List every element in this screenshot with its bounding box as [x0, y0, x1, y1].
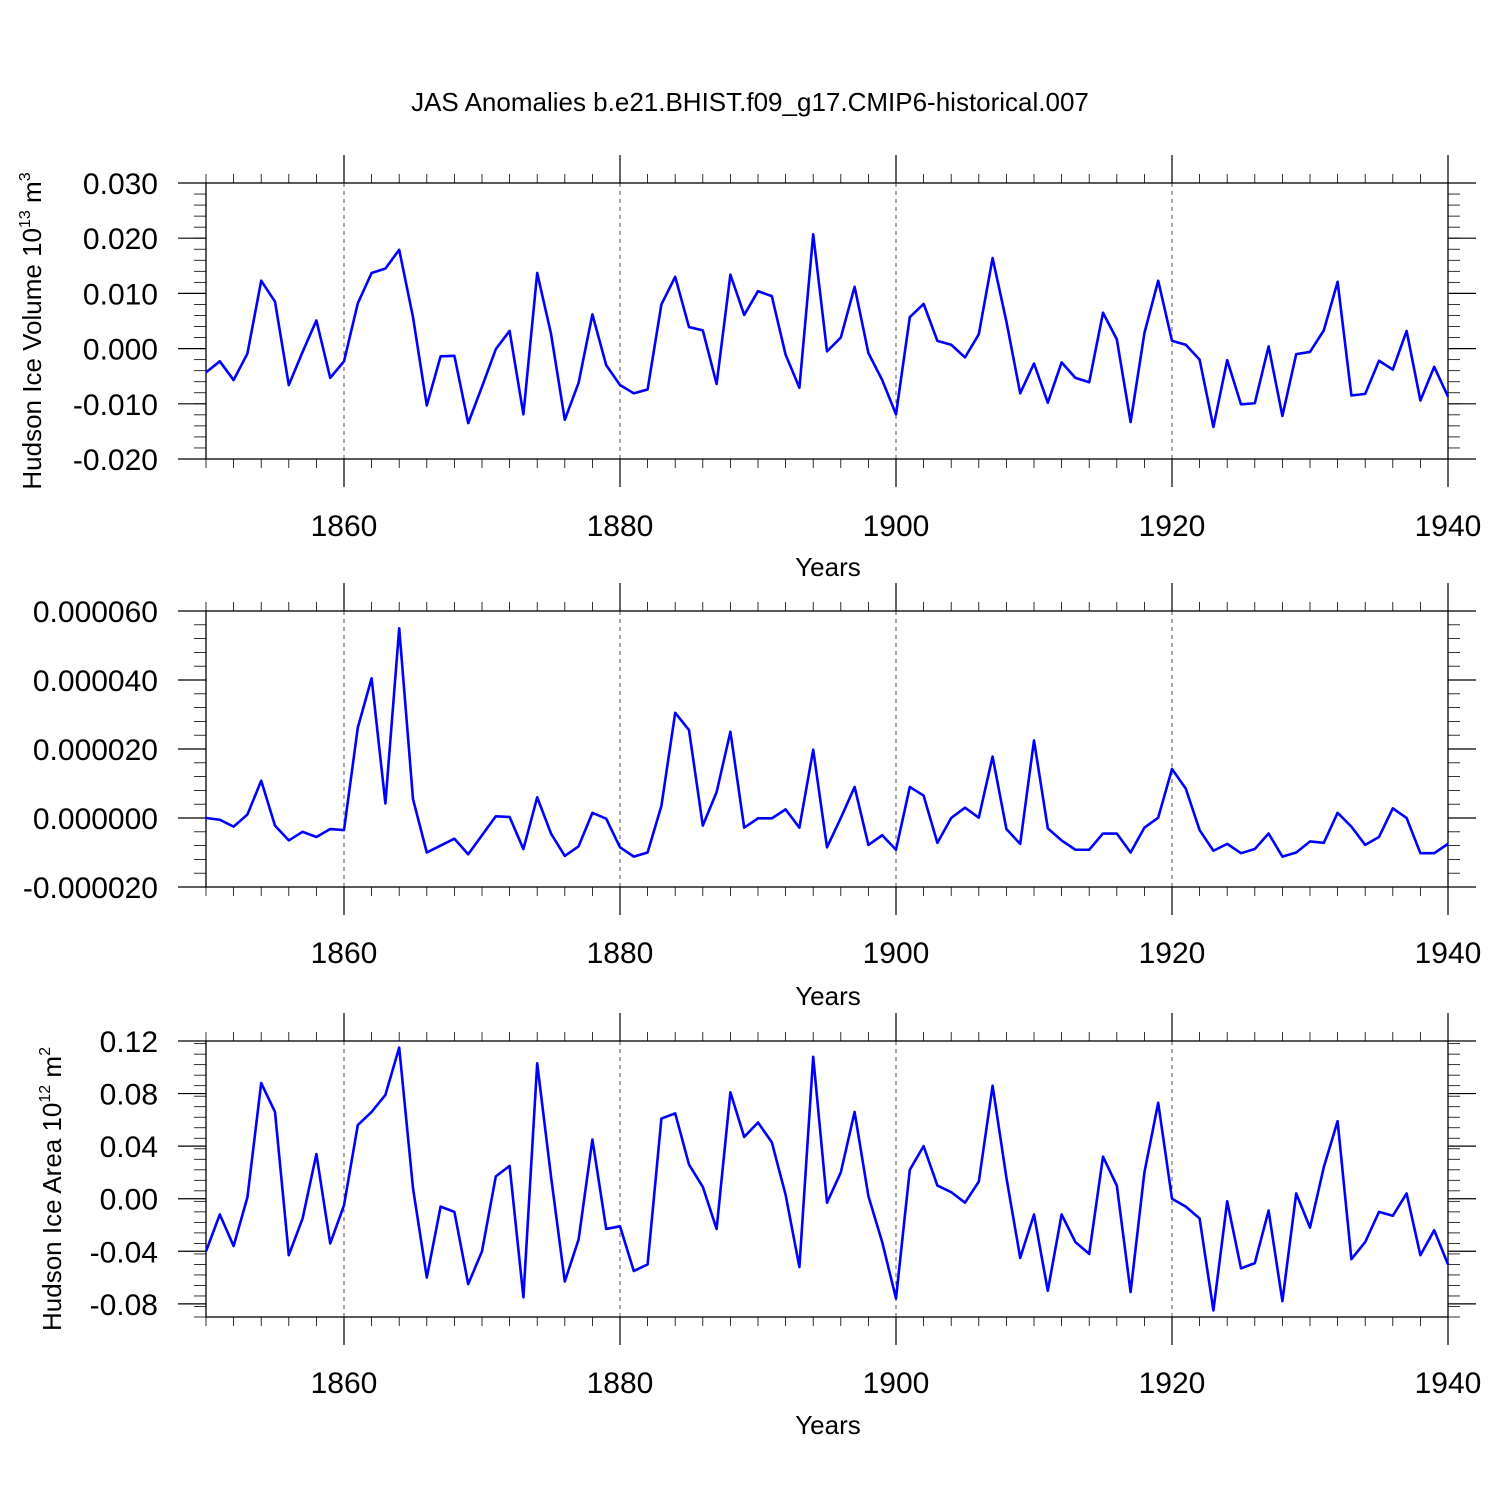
- x-tick-label: 1940: [1415, 937, 1482, 970]
- x-tick-label: 1860: [311, 937, 378, 970]
- y-tick-label: 0.12: [100, 1026, 158, 1059]
- y-tick-label: 0.00: [100, 1184, 158, 1217]
- x-tick-label: 1920: [1139, 937, 1206, 970]
- plot-frame: [205, 182, 1449, 460]
- y-tick-label: 0.010: [83, 278, 158, 311]
- y-tick-label: -0.020: [73, 444, 158, 477]
- x-tick-label: 1900: [863, 510, 930, 543]
- x-tick-label: 1860: [311, 510, 378, 543]
- y-tick-label: 0.020: [83, 223, 158, 256]
- y-tick-label: -0.04: [90, 1236, 158, 1269]
- y-axis-label: Hudson Ice Volume 1013 m3: [17, 172, 47, 489]
- series-line: [205, 233, 1450, 429]
- y-tick-label: 0.000000: [33, 803, 158, 836]
- y-tick-label: -0.010: [73, 389, 158, 422]
- chart-panel-1: 1860 1880 1900 1920 1940 -0.020 -0.010 0.000 0.0…: [17, 155, 1481, 582]
- x-tick-label: 1860: [311, 1367, 378, 1400]
- y-tick-label: 0.08: [100, 1079, 158, 1112]
- x-axis-label: Years: [795, 552, 861, 582]
- x-tick-label: 1900: [863, 1367, 930, 1400]
- x-tick-label: 1940: [1415, 510, 1482, 543]
- y-tick-label: 0.030: [83, 168, 158, 201]
- y-axis-label: Hudson Ice Area 1012 m2: [37, 1047, 67, 1331]
- y-tick-label: -0.08: [90, 1289, 158, 1322]
- y-tick-label: 0.000060: [33, 596, 158, 629]
- series-line: [204, 1046, 1450, 1312]
- x-tick-label: 1920: [1139, 510, 1206, 543]
- x-tick-label: 1920: [1139, 1367, 1206, 1400]
- x-tick-label: 1940: [1415, 1367, 1482, 1400]
- chart-panel-2: 1860 1880 1900 1920 1940 -0.000020 0.000000 0.0…: [23, 583, 1482, 1011]
- y-tick-label: 0.000: [83, 334, 158, 367]
- x-tick-label: 1880: [587, 937, 654, 970]
- figure-title: JAS Anomalies b.e21.BHIST.f09_g17.CMIP6-…: [411, 87, 1089, 117]
- y-tick-label: 0.04: [100, 1131, 158, 1164]
- x-axis-label: Years: [795, 981, 861, 1011]
- y-tick-label: 0.000040: [33, 665, 158, 698]
- chart-panel-3: 1860 1880 1900 1920 1940 -0.08 -0.04 0.00 0.04 0.…: [37, 1013, 1481, 1440]
- x-tick-label: 1880: [587, 1367, 654, 1400]
- x-tick-label: 1880: [587, 510, 654, 543]
- y-tick-label: 0.000020: [33, 734, 158, 767]
- x-axis-label: Years: [795, 1410, 861, 1440]
- plot-frame: [205, 1040, 1449, 1318]
- x-tick-label: 1900: [863, 937, 930, 970]
- series-line: [205, 626, 1449, 858]
- y-tick-label: -0.000020: [23, 872, 158, 905]
